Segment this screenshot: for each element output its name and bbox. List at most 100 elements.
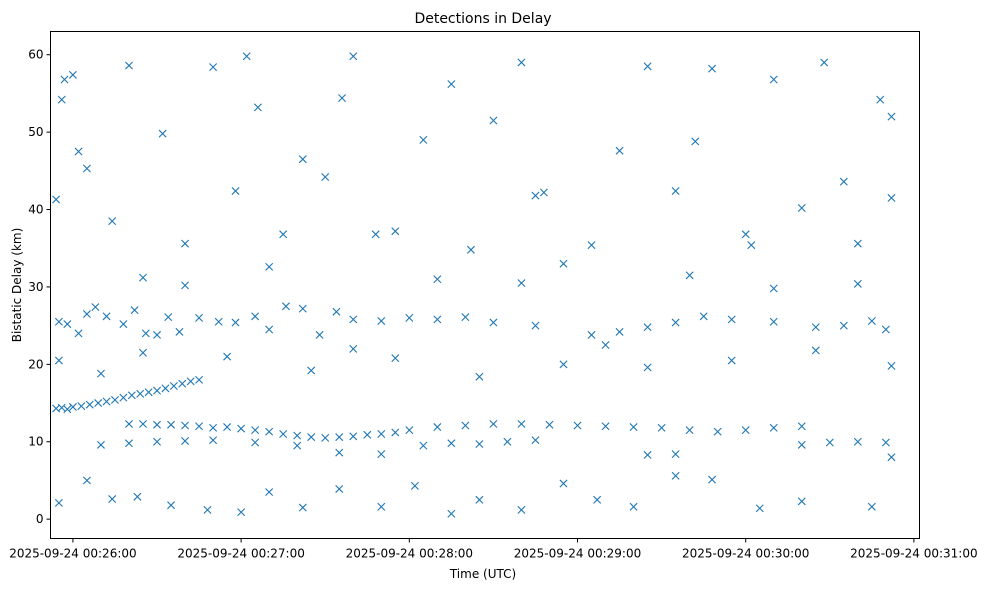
data-point [391, 428, 400, 437]
data-point [867, 317, 876, 325]
data-point [419, 135, 428, 144]
data-point [175, 327, 184, 336]
y-tick-label: 40 [28, 203, 43, 217]
data-point [82, 476, 91, 485]
data-point [293, 431, 302, 440]
data-point [102, 312, 111, 321]
data-point [242, 52, 251, 61]
data-point [853, 279, 862, 288]
data-point [755, 504, 764, 513]
data-point [377, 430, 386, 438]
data-point [559, 360, 568, 369]
data-point [253, 103, 262, 112]
data-point [60, 75, 69, 84]
data-point [203, 505, 212, 514]
data-point [161, 384, 170, 393]
data-point [601, 422, 610, 431]
data-point [643, 363, 652, 372]
data-point [797, 422, 806, 431]
data-point [63, 320, 72, 329]
data-point [279, 430, 288, 438]
y-tick-label: 0 [36, 512, 44, 526]
data-point [209, 63, 218, 72]
data-point [293, 441, 302, 450]
data-point [265, 325, 274, 334]
data-point [876, 95, 885, 104]
data-point [391, 227, 400, 236]
data-point [125, 439, 133, 448]
data-point [68, 402, 77, 411]
data-point [195, 375, 204, 384]
data-points [52, 52, 896, 518]
data-point [335, 484, 344, 493]
data-point [321, 433, 330, 442]
data-point [489, 318, 498, 327]
data-point [727, 315, 736, 324]
data-point [153, 437, 162, 446]
data-point [419, 441, 428, 450]
x-tick-label: 2025-09-24 00:28:00 [346, 547, 473, 561]
data-point [94, 399, 103, 408]
data-point [517, 279, 526, 288]
data-point [671, 318, 680, 327]
data-point [265, 427, 274, 436]
data-point [615, 146, 624, 155]
y-tick-label: 50 [28, 125, 43, 139]
data-point [475, 495, 484, 504]
data-point [671, 471, 680, 480]
x-tick-label: 2025-09-24 00:30:00 [682, 547, 809, 561]
data-point [281, 302, 290, 311]
data-point [119, 320, 128, 329]
x-tick-label: 2025-09-24 00:31:00 [850, 547, 977, 561]
data-point [231, 186, 240, 195]
data-point [82, 310, 91, 319]
y-tick-label: 20 [28, 357, 43, 371]
data-point [209, 436, 218, 445]
data-point [178, 379, 187, 388]
data-point [237, 424, 246, 433]
data-point [108, 217, 117, 226]
data-point [708, 64, 717, 73]
data-point [91, 303, 100, 312]
data-point [54, 356, 63, 365]
data-point [811, 346, 820, 355]
data-point [77, 402, 86, 411]
data-point [54, 498, 63, 507]
data-point [307, 433, 316, 442]
data-point [321, 173, 330, 182]
data-point [671, 186, 680, 195]
data-point [601, 341, 610, 349]
data-point [867, 502, 876, 511]
data-point [349, 344, 358, 353]
data-point [475, 372, 484, 381]
data-point [461, 421, 470, 430]
data-point [144, 388, 153, 397]
data-point [167, 420, 176, 429]
data-point [769, 284, 778, 293]
data-point [741, 230, 750, 239]
data-point [405, 313, 414, 322]
data-point [887, 361, 896, 370]
data-point [699, 312, 708, 321]
data-point [158, 129, 167, 138]
data-point [153, 386, 162, 395]
data-point [315, 330, 324, 339]
data-point [531, 436, 540, 445]
data-point [531, 191, 540, 200]
data-point [447, 439, 456, 448]
data-point [209, 423, 218, 432]
data-point [797, 440, 806, 449]
data-point [433, 315, 442, 324]
data-point [475, 440, 484, 449]
data-point [153, 330, 162, 339]
data-point [811, 323, 820, 332]
data-point [377, 450, 386, 459]
data-point [110, 395, 119, 404]
data-point [587, 330, 596, 339]
plot-frame [50, 31, 920, 539]
data-point [119, 393, 128, 402]
data-point [96, 440, 105, 449]
data-point [573, 421, 582, 430]
data-point [223, 352, 232, 361]
